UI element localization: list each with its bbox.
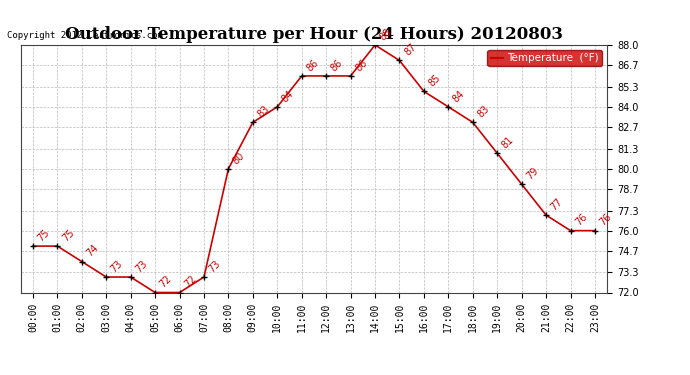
Text: 88: 88 bbox=[378, 27, 393, 42]
Text: 76: 76 bbox=[573, 212, 589, 228]
Text: 84: 84 bbox=[280, 88, 296, 104]
Text: Copyright 2012 Cartronics.com: Copyright 2012 Cartronics.com bbox=[7, 30, 163, 39]
Text: 80: 80 bbox=[231, 150, 247, 166]
Title: Outdoor Temperature per Hour (24 Hours) 20120803: Outdoor Temperature per Hour (24 Hours) … bbox=[65, 27, 563, 44]
Text: 73: 73 bbox=[109, 258, 125, 274]
Text: 72: 72 bbox=[158, 274, 174, 290]
Text: 76: 76 bbox=[598, 212, 613, 228]
Text: 86: 86 bbox=[329, 57, 345, 73]
Text: 86: 86 bbox=[304, 57, 320, 73]
Text: 73: 73 bbox=[133, 258, 149, 274]
Text: 75: 75 bbox=[36, 227, 52, 243]
Text: 83: 83 bbox=[475, 104, 491, 120]
Text: 79: 79 bbox=[524, 166, 540, 182]
Text: 75: 75 bbox=[60, 227, 76, 243]
Text: 81: 81 bbox=[500, 135, 515, 150]
Text: 86: 86 bbox=[353, 57, 369, 73]
Text: 74: 74 bbox=[85, 243, 100, 259]
Text: 87: 87 bbox=[402, 42, 418, 58]
Text: 77: 77 bbox=[549, 196, 565, 212]
Text: 83: 83 bbox=[255, 104, 271, 120]
Text: 84: 84 bbox=[451, 88, 467, 104]
Text: 72: 72 bbox=[182, 274, 198, 290]
Text: 73: 73 bbox=[207, 258, 223, 274]
Legend: Temperature  (°F): Temperature (°F) bbox=[487, 50, 602, 66]
Text: 85: 85 bbox=[426, 73, 442, 88]
